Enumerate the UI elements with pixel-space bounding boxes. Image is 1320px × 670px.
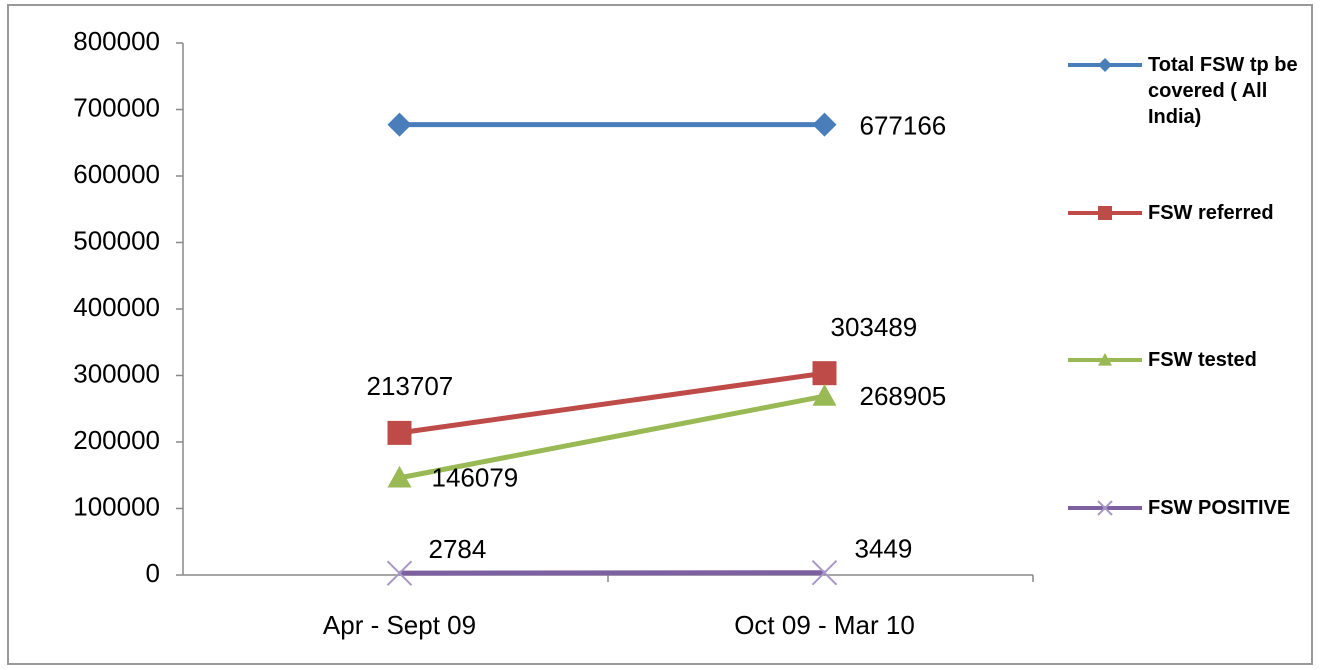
data-label: 677166: [860, 111, 947, 141]
legend-label: FSW POSITIVE: [1148, 497, 1291, 519]
chart-border: [7, 4, 1313, 665]
marker: [812, 112, 837, 137]
legend-marker: [1098, 353, 1112, 366]
legend-marker: [1098, 58, 1112, 72]
y-tick-label: 800000: [73, 26, 160, 56]
data-label: 213707: [367, 371, 454, 401]
marker: [812, 384, 837, 406]
y-tick-label: 500000: [73, 225, 160, 255]
legend-label: FSW referred: [1148, 202, 1274, 224]
marker: [387, 112, 412, 137]
legend-label: Total FSW tp be covered ( All India): [1148, 54, 1298, 128]
data-label: 268905: [860, 381, 947, 411]
x-tick-label: Apr - Sept 09: [323, 610, 476, 640]
data-label: 303489: [831, 312, 918, 342]
y-tick-label: 100000: [73, 491, 160, 521]
y-tick-label: 0: [146, 558, 160, 588]
marker: [811, 559, 838, 586]
legend-marker: [1097, 500, 1113, 516]
marker: [387, 420, 412, 445]
y-tick-label: 600000: [73, 159, 160, 189]
marker: [812, 361, 837, 386]
line: [399, 370, 825, 436]
line: [399, 393, 825, 481]
y-tick-label: 300000: [73, 358, 160, 388]
y-tick-label: 200000: [73, 425, 160, 455]
marker: [386, 560, 413, 586]
y-tick-label: 400000: [73, 292, 160, 322]
marker: [387, 465, 412, 488]
legend-label: FSW tested: [1148, 349, 1257, 371]
y-tick-label: 700000: [73, 92, 160, 122]
data-label: 3449: [855, 534, 913, 564]
data-label: 146079: [432, 463, 519, 493]
data-label: 2784: [429, 534, 487, 564]
legend-marker: [1098, 206, 1112, 220]
x-tick-label: Oct 09 - Mar 10: [734, 610, 915, 640]
